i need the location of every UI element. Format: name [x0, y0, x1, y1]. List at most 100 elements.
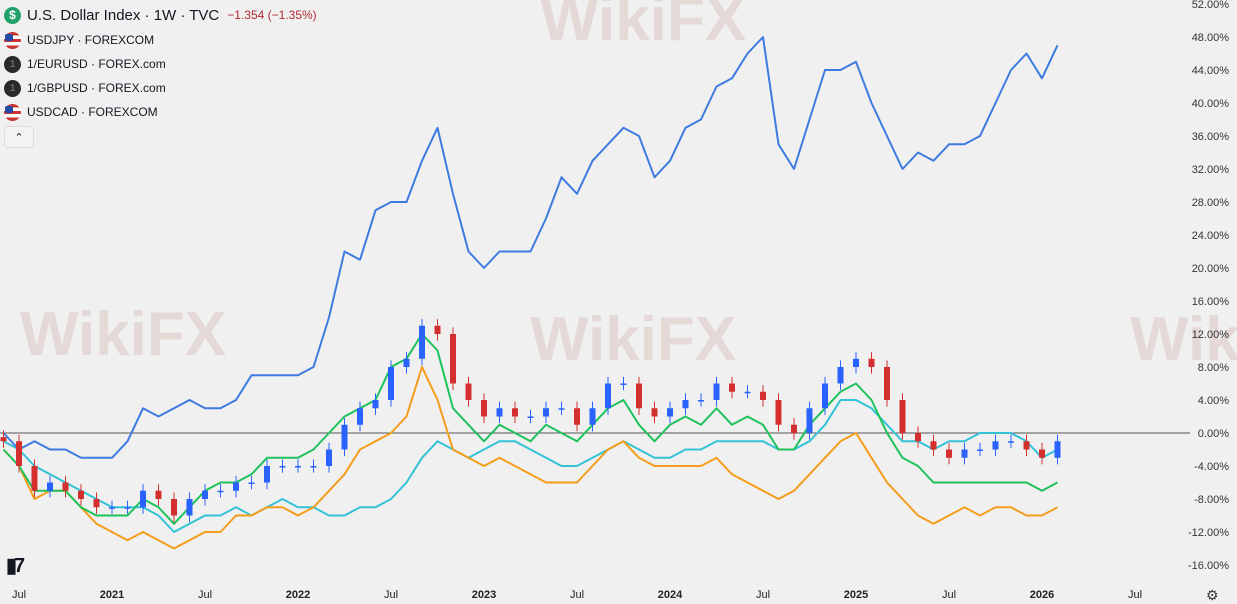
- candle: [930, 434, 937, 457]
- legend-collapse-button[interactable]: ⌃: [4, 126, 34, 148]
- candle-body: [388, 367, 394, 400]
- y-tick-label: 20.00%: [1192, 263, 1230, 275]
- series-layer: [2, 36, 1059, 550]
- candle: [186, 492, 193, 523]
- candle-body: [791, 424, 797, 433]
- candle: [0, 430, 7, 448]
- y-tick-label: 28.00%: [1192, 197, 1230, 209]
- candle: [853, 352, 859, 374]
- legend-item-usdcad[interactable]: USDCAD · FOREXCOM: [4, 100, 317, 124]
- candle: [62, 475, 69, 498]
- candle: [698, 393, 704, 407]
- candle: [1039, 442, 1045, 465]
- x-tick-label: Jul: [384, 589, 398, 601]
- candle: [295, 459, 301, 473]
- y-tick-label: 48.00%: [1192, 32, 1230, 44]
- candle: [450, 327, 456, 391]
- dollar-icon: $: [4, 6, 21, 24]
- candle: [341, 418, 348, 457]
- x-tick-label: 2025: [844, 589, 868, 601]
- legend-item-usdjpy[interactable]: USDJPY · FOREXCOM: [4, 28, 317, 52]
- y-tick-label: -12.00%: [1188, 527, 1229, 539]
- candle-body: [915, 433, 921, 442]
- candle: [31, 459, 38, 498]
- series-line-usdcad: [3, 399, 1058, 533]
- candle-body: [1023, 441, 1030, 450]
- candle-body: [744, 391, 751, 394]
- candle-body: [248, 482, 255, 484]
- candle-body: [357, 408, 363, 425]
- candle: [760, 385, 766, 407]
- candle-body: [558, 408, 565, 410]
- candle-body: [295, 466, 301, 468]
- tradingview-logo[interactable]: ▮7: [6, 555, 25, 577]
- candle-body: [47, 482, 53, 491]
- candle: [961, 442, 968, 465]
- candle-body: [124, 507, 131, 509]
- candle-body: [992, 441, 999, 450]
- y-tick-label: 8.00%: [1198, 362, 1229, 374]
- candle: [78, 484, 84, 506]
- series-line-usdjpy: [2, 36, 1059, 459]
- candle: [264, 459, 270, 490]
- candle: [589, 401, 596, 432]
- one-icon: 1: [4, 55, 21, 73]
- watermarks: WikiFX WikiFX WikiFX WikiFX: [20, 0, 1237, 374]
- candle-body: [109, 507, 115, 509]
- candle: [233, 475, 239, 498]
- watermark-text: WikiFX: [540, 0, 746, 54]
- legend-title: U.S. Dollar Index · 1W · TVC: [27, 6, 220, 24]
- candle-body: [217, 490, 224, 493]
- candle: [682, 393, 689, 415]
- candle-body: [186, 499, 193, 516]
- chevron-up-icon: ⌃: [14, 131, 24, 144]
- y-tick-label: 4.00%: [1198, 395, 1229, 407]
- watermark-text: WikiFX: [20, 300, 226, 369]
- y-tick-label: -16.00%: [1188, 560, 1229, 572]
- gear-icon[interactable]: ⚙: [1206, 587, 1219, 603]
- candle: [202, 484, 208, 506]
- candle: [636, 376, 642, 415]
- series-line-gbpusd: [2, 366, 1058, 550]
- candle: [543, 401, 549, 424]
- y-tick-label: 24.00%: [1192, 230, 1230, 242]
- legend-label: 1/EURUSD · FOREX.com: [27, 57, 166, 71]
- y-axis[interactable]: 52.00% 48.00% 44.00% 40.00% 36.00% 32.00% 28.0…: [1188, 0, 1229, 572]
- candle-body: [16, 441, 22, 466]
- legend-change: −1.354 (−1.35%): [227, 8, 317, 22]
- candle-body: [543, 408, 549, 417]
- candle-body: [589, 408, 596, 425]
- candle-body: [605, 383, 611, 409]
- y-tick-label: 16.00%: [1192, 296, 1230, 308]
- x-tick-label: 2026: [1030, 589, 1054, 601]
- candle-body: [837, 367, 844, 384]
- candle: [16, 434, 22, 473]
- candle: [992, 434, 999, 457]
- candle-body: [961, 449, 968, 458]
- candle: [434, 319, 441, 341]
- candle: [512, 401, 518, 424]
- x-axis[interactable]: Jul 2021 Jul 2022 Jul 2023 Jul 2024 Jul 2025 Jul 20…: [12, 589, 1142, 601]
- watermark-text: WikiFX: [1130, 305, 1237, 374]
- candle: [109, 500, 115, 514]
- y-tick-label: -8.00%: [1194, 494, 1229, 506]
- candle: [140, 484, 146, 514]
- candle: [791, 418, 797, 440]
- legend-item-eurusd[interactable]: 1 1/EURUSD · FOREX.com: [4, 52, 317, 76]
- candle-body: [62, 482, 69, 491]
- candle-body: [899, 400, 906, 433]
- candle-body: [682, 400, 689, 409]
- candle-body: [403, 358, 410, 367]
- candle-body: [977, 449, 983, 451]
- legend-main[interactable]: $ U.S. Dollar Index · 1W · TVC −1.354 (−…: [4, 2, 317, 28]
- candle-body: [667, 408, 673, 417]
- x-tick-label: 2022: [286, 589, 310, 601]
- x-tick-label: 2023: [472, 589, 496, 601]
- candle: [651, 401, 658, 424]
- legend-label: 1/GBPUSD · FOREX.com: [27, 81, 166, 95]
- candle-body: [1039, 449, 1045, 458]
- legend-label: USDJPY · FOREXCOM: [27, 33, 155, 47]
- legend-item-gbpusd[interactable]: 1 1/GBPUSD · FOREX.com: [4, 76, 317, 100]
- candle-body: [93, 499, 100, 508]
